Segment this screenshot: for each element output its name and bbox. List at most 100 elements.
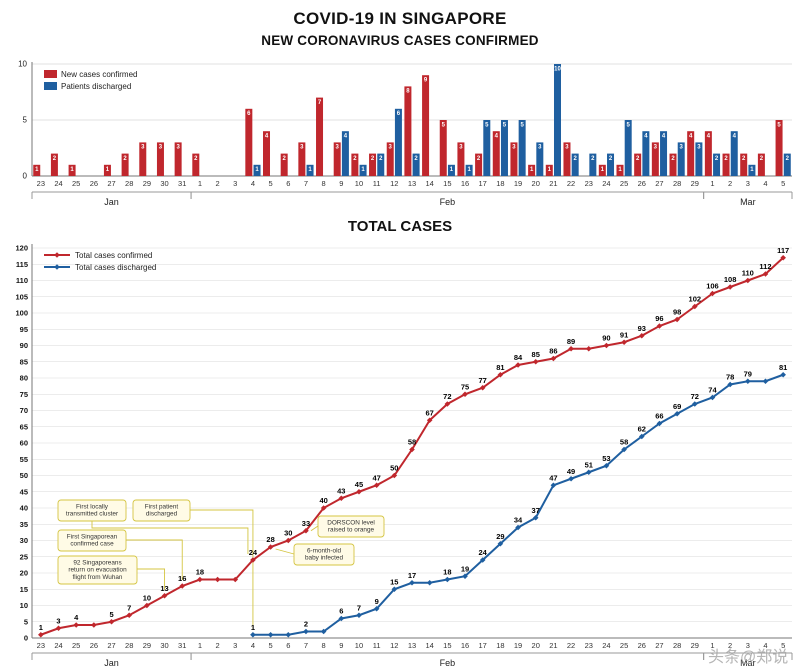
bar (333, 142, 341, 176)
svg-text:29: 29 (143, 179, 151, 188)
svg-text:14: 14 (426, 641, 434, 650)
data-point-marker (497, 371, 504, 378)
svg-text:2: 2 (728, 641, 732, 650)
svg-text:14: 14 (426, 179, 434, 188)
svg-text:18: 18 (496, 641, 504, 650)
bar-value-label: 4 (495, 134, 499, 140)
data-point-marker (515, 524, 521, 531)
svg-text:17: 17 (479, 641, 487, 650)
bar-value-label: 2 (742, 156, 746, 162)
point-value-label: 4 (74, 613, 79, 622)
point-value-label: 37 (532, 506, 540, 515)
svg-text:31: 31 (178, 179, 186, 188)
point-value-label: 50 (390, 464, 398, 473)
svg-text:26: 26 (638, 179, 646, 188)
svg-text:24: 24 (54, 641, 62, 650)
bar-value-label: 5 (442, 122, 446, 128)
annotation-text: 6-month-old (307, 548, 342, 555)
svg-text:2: 2 (728, 179, 732, 188)
point-value-label: 110 (742, 269, 754, 278)
subtitle: NEW CORONAVIRUS CASES CONFIRMED (261, 33, 539, 48)
bar (500, 120, 508, 176)
point-value-label: 117 (777, 246, 789, 255)
svg-text:28: 28 (125, 641, 133, 650)
point-value-label: 106 (706, 282, 719, 291)
svg-text:90: 90 (20, 341, 28, 350)
svg-text:1: 1 (710, 179, 714, 188)
bar (783, 153, 791, 176)
svg-text:1: 1 (198, 179, 202, 188)
bar (447, 164, 455, 176)
x-axis-days: 23 24 25 26 27 28 29 30 31 1 2 3 4 5 6 7 8 9 10 11 12 13 14 15 1… (37, 641, 786, 650)
bar-value-label: 1 (601, 167, 605, 173)
svg-text:24: 24 (54, 179, 62, 188)
svg-text:26: 26 (638, 641, 646, 650)
bar (669, 153, 677, 176)
point-value-label: 2 (304, 620, 308, 629)
annotation-connector (91, 521, 249, 554)
bar (192, 153, 200, 176)
bar-value-label: 4 (644, 134, 648, 140)
bar (465, 164, 473, 176)
annotation-text: discharged (146, 511, 178, 518)
svg-text:20: 20 (532, 179, 540, 188)
data-point-marker (479, 384, 486, 391)
point-value-label: 49 (567, 467, 575, 476)
annotation-text: raised to orange (328, 527, 375, 534)
svg-text:55: 55 (20, 455, 28, 464)
svg-text:60: 60 (20, 439, 28, 448)
data-point-marker (444, 576, 451, 583)
data-point-marker (373, 482, 380, 489)
bar (439, 120, 447, 176)
bar (316, 97, 324, 176)
point-value-label: 96 (655, 314, 663, 323)
data-point-marker (444, 401, 451, 407)
month-label: Feb (440, 197, 456, 207)
svg-text:30: 30 (160, 179, 168, 188)
legend-label: Total cases discharged (75, 263, 156, 272)
point-value-label: 66 (655, 412, 663, 421)
bar-value-label: 3 (300, 145, 304, 151)
bar-value-label: 5 (520, 122, 524, 128)
bar (457, 142, 465, 176)
data-point-marker (780, 371, 786, 378)
line-chart-legend: Total cases confirmed Total cases dischar… (44, 251, 156, 272)
data-point-marker (674, 410, 680, 417)
bar-value-label: 3 (565, 145, 569, 151)
svg-text:45: 45 (20, 487, 28, 496)
bar-value-label: 2 (283, 156, 287, 162)
svg-text:10: 10 (18, 60, 27, 69)
point-value-label: 1 (251, 623, 255, 632)
point-value-label: 98 (673, 308, 681, 317)
data-point-marker (338, 495, 345, 502)
point-value-label: 45 (355, 480, 363, 489)
bar (174, 142, 182, 176)
point-value-label: 67 (426, 408, 434, 417)
total-cases-title: TOTAL CASES (347, 218, 453, 235)
svg-text:26: 26 (90, 179, 98, 188)
data-point-marker (550, 355, 557, 362)
svg-text:24: 24 (602, 641, 610, 650)
bar-value-label: 2 (715, 156, 719, 162)
bar-value-label: 1 (70, 167, 74, 173)
svg-text:28: 28 (125, 179, 133, 188)
annotation-connector (126, 539, 183, 580)
bar-value-label: 5 (485, 122, 489, 128)
bar-value-label: 2 (477, 156, 481, 162)
svg-text:10: 10 (20, 601, 28, 610)
point-value-label: 24 (249, 548, 258, 557)
bar-value-label: 1 (35, 167, 39, 173)
svg-text:6: 6 (286, 641, 290, 650)
bar-value-label: 9 (424, 78, 428, 84)
svg-text:25: 25 (72, 641, 80, 650)
svg-text:8: 8 (322, 179, 326, 188)
svg-text:12: 12 (390, 179, 398, 188)
svg-text:4: 4 (251, 641, 255, 650)
point-value-label: 10 (143, 594, 151, 603)
data-point-marker (232, 576, 239, 583)
bar-value-label: 4 (733, 134, 737, 140)
svg-text:100: 100 (15, 309, 28, 318)
bar-value-label: 1 (450, 167, 454, 173)
svg-text:29: 29 (691, 641, 699, 650)
